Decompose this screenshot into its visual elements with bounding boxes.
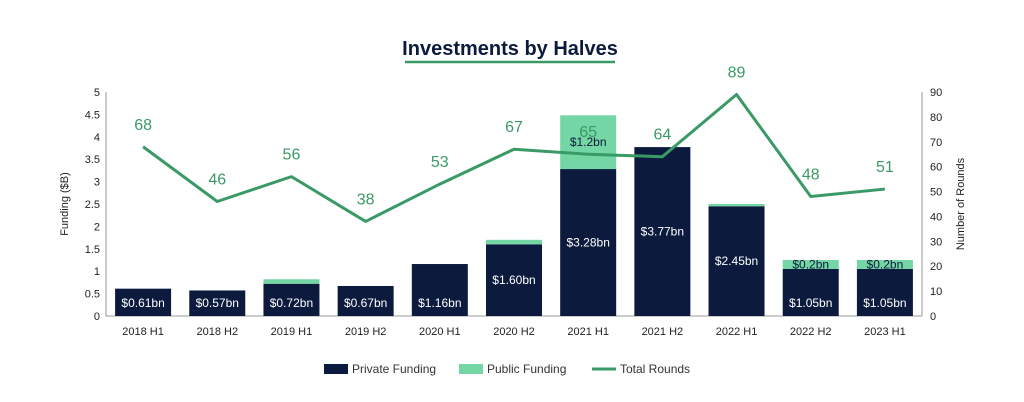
private-funding-label: $1.05bn [863, 296, 906, 310]
legend-label: Private Funding [352, 362, 436, 376]
rounds-data-label: 48 [802, 167, 820, 184]
y-tick-label: 1.5 [85, 244, 100, 256]
rounds-data-label: 53 [431, 154, 449, 171]
y-tick-label: 3 [94, 177, 100, 189]
private-funding-label: $0.67bn [344, 296, 387, 310]
bar-private-funding [189, 290, 246, 316]
legend-swatch [459, 364, 483, 374]
bar-private-funding [263, 283, 320, 316]
y2-tick-label: 10 [930, 286, 942, 298]
x-tick-label: 2018 H1 [122, 326, 164, 338]
bars: $0.61bn $0.57bn $0.72bn $0.67bn $1.16bn $1.60… [115, 115, 913, 316]
y-tick-label: 3.5 [85, 154, 100, 166]
chart-title: Investments by Halves [402, 38, 618, 60]
rounds-data-label: 64 [653, 127, 671, 144]
public-funding-label: $1.2bn [570, 135, 607, 149]
bar-private-funding [782, 268, 839, 316]
x-tick-label: 2022 H1 [716, 326, 758, 338]
bar-private-funding [708, 206, 765, 316]
y2-axis-title: Number of Rounds [955, 157, 967, 250]
bar-private-funding [115, 288, 172, 316]
private-funding-label: $3.77bn [641, 225, 684, 239]
x-tick-label: 2021 H1 [567, 326, 609, 338]
bar-public-funding [708, 204, 765, 207]
y-tick-label: 4.5 [85, 109, 100, 121]
rounds-data-label: 65 [579, 124, 597, 141]
bar-public-funding [856, 260, 913, 269]
private-funding-label: $0.72bn [270, 296, 313, 310]
rounds-line [142, 92, 886, 223]
bar-public-funding [560, 115, 617, 170]
y2-tick-label: 0 [930, 311, 936, 323]
axes: 00.511.522.533.544.550102030405060708090… [59, 87, 967, 338]
bar-private-funding [337, 285, 394, 316]
rounds-data-label: 56 [283, 147, 301, 164]
x-tick-label: 2022 H2 [790, 326, 832, 338]
bar-private-funding [411, 264, 468, 316]
private-funding-label: $0.57bn [196, 296, 239, 310]
legend-label: Total Rounds [620, 362, 690, 376]
y2-tick-label: 80 [930, 112, 942, 124]
y-tick-label: 1 [94, 266, 100, 278]
x-tick-label: 2019 H1 [271, 326, 313, 338]
public-funding-label: $0.2bn [867, 257, 904, 271]
y2-tick-label: 20 [930, 261, 942, 273]
y-tick-label: 0 [94, 311, 100, 323]
y-tick-label: 4 [94, 132, 100, 144]
rounds-data-label: 46 [208, 172, 226, 189]
private-funding-label: $3.28bn [566, 236, 609, 250]
bar-public-funding [486, 239, 542, 245]
rounds-line-group: 68 46 56 38 53 67 65 64 89 48 51 [134, 64, 894, 223]
private-funding-label: $2.45bn [715, 254, 758, 268]
bar-public-funding [263, 279, 320, 284]
y2-tick-label: 70 [930, 137, 942, 149]
y2-tick-label: 40 [930, 211, 942, 223]
bar-private-funding [634, 147, 691, 316]
bar-private-funding [486, 244, 542, 316]
private-funding-label: $1.60bn [492, 273, 535, 287]
y2-tick-label: 90 [930, 87, 942, 99]
private-funding-label: $1.05bn [789, 296, 832, 310]
x-tick-label: 2019 H2 [345, 326, 387, 338]
public-funding-label: $0.2bn [792, 257, 829, 271]
y-tick-label: 2.5 [85, 199, 100, 211]
x-tick-label: 2023 H1 [864, 326, 906, 338]
legend: Private Funding Public Funding Total Round… [324, 362, 690, 376]
rounds-data-label: 51 [876, 159, 894, 176]
y-tick-label: 5 [94, 87, 100, 99]
bar-public-funding [782, 260, 839, 269]
x-tick-label: 2020 H2 [493, 326, 535, 338]
legend-item: Public Funding [459, 362, 566, 376]
private-funding-label: $0.61bn [121, 296, 164, 310]
legend-item: Total Rounds [592, 362, 690, 376]
bar-private-funding [560, 169, 617, 316]
rounds-data-label: 89 [728, 64, 746, 81]
rounds-data-label: 68 [134, 117, 152, 134]
bar-private-funding [856, 268, 913, 316]
y2-tick-label: 60 [930, 162, 942, 174]
y-axis-title: Funding ($B) [59, 172, 71, 236]
x-tick-label: 2021 H2 [642, 326, 684, 338]
legend-label: Public Funding [487, 362, 566, 376]
legend-item: Private Funding [324, 362, 436, 376]
y-tick-label: 0.5 [85, 289, 100, 301]
x-tick-label: 2018 H2 [196, 326, 238, 338]
x-tick-label: 2020 H1 [419, 326, 461, 338]
private-funding-label: $1.16bn [418, 296, 461, 310]
rounds-data-label: 67 [505, 119, 523, 136]
legend-swatch [324, 364, 348, 374]
y2-tick-label: 50 [930, 187, 942, 199]
rounds-data-label: 38 [357, 191, 375, 208]
y-tick-label: 2 [94, 221, 100, 233]
y2-tick-label: 30 [930, 236, 942, 248]
